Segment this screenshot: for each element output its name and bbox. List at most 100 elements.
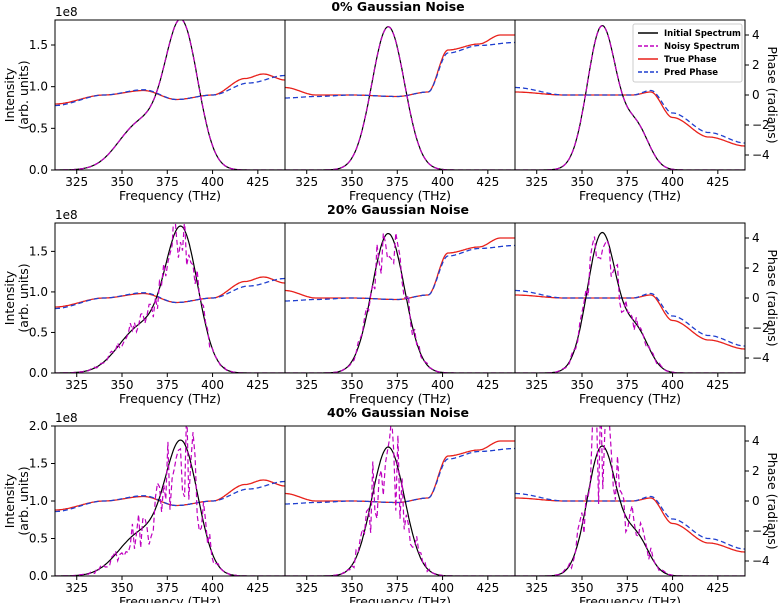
x-tick-label: 350 (571, 378, 594, 392)
phase-tick-label: −4 (752, 148, 770, 162)
legend-entry: Initial Spectrum (664, 29, 741, 39)
x-axis-label: Frequency (THz) (349, 391, 451, 406)
x-tick-label: 350 (571, 581, 594, 595)
phase-tick-label: −2 (752, 321, 770, 335)
x-tick-label: 350 (111, 378, 134, 392)
series-line-true-phase (285, 34, 515, 98)
legend-entry: Noisy Spectrum (664, 42, 740, 52)
x-tick-label: 325 (65, 581, 88, 595)
x-tick-label: 400 (431, 581, 454, 595)
y-tick-label: 1.0 (29, 494, 48, 508)
series-line-initial-spectrum (55, 20, 285, 170)
series-line-true-phase (55, 276, 285, 308)
row-title: 0% Gaussian Noise (331, 0, 464, 14)
legend: Initial Spectrum Noisy Spectrum True Phase… (632, 23, 743, 83)
phase-axis-label: Phase (radians) (765, 46, 778, 143)
series-line-noisy-spectrum (515, 426, 745, 576)
panel-plot-area (55, 20, 285, 170)
series-line-true-phase (515, 91, 745, 147)
x-tick-label: 400 (431, 175, 454, 189)
x-axis-label: Frequency (THz) (349, 188, 451, 203)
series-line-true-phase (515, 497, 745, 553)
phase-tick-label: 2 (752, 464, 760, 478)
series-line-true-phase (285, 440, 515, 504)
x-tick-label: 325 (295, 378, 318, 392)
phase-tick-label: 4 (752, 28, 760, 42)
series-line-pred-phase (55, 74, 285, 107)
panel-plot-area (285, 26, 515, 170)
series-line-initial-spectrum (515, 24, 745, 170)
x-tick-label: 325 (525, 581, 548, 595)
y-tick-label: 0.5 (29, 121, 48, 135)
x-tick-label: 325 (65, 378, 88, 392)
y-tick-label: 1.0 (29, 285, 48, 299)
x-tick-label: 375 (156, 175, 179, 189)
phase-tick-label: 0 (752, 494, 760, 508)
intensity-multiplier: 1e8 (55, 5, 78, 19)
phase-tick-label: −4 (752, 554, 770, 568)
x-axis-label: Frequency (THz) (579, 594, 681, 603)
series-line-noisy-spectrum (285, 232, 515, 373)
series-line-initial-spectrum (515, 445, 745, 576)
x-axis-label: Frequency (THz) (119, 391, 221, 406)
phase-tick-label: 2 (752, 58, 760, 72)
plot-content (55, 20, 745, 576)
x-tick-label: 350 (341, 175, 364, 189)
x-tick-label: 400 (201, 175, 224, 189)
phase-tick-label: −4 (752, 351, 770, 365)
series-line-pred-phase (515, 492, 745, 550)
y-tick-label: 0.5 (29, 325, 48, 339)
panel-plot-area (285, 426, 515, 576)
x-axis-label: Frequency (THz) (119, 594, 221, 603)
x-tick-label: 325 (525, 175, 548, 189)
phase-axis-label: Phase (radians) (765, 249, 778, 346)
panel-plot-area (55, 426, 285, 576)
x-tick-label: 325 (65, 175, 88, 189)
x-tick-label: 400 (201, 581, 224, 595)
series-line-true-phase (55, 73, 285, 105)
x-tick-label: 325 (295, 581, 318, 595)
series-line-pred-phase (285, 41, 515, 99)
x-tick-label: 400 (661, 581, 684, 595)
intensity-multiplier: 1e8 (55, 411, 78, 425)
y-axis-label: Intensity(arb. units) (2, 466, 31, 535)
series-line-pred-phase (515, 289, 745, 347)
phase-tick-label: 4 (752, 434, 760, 448)
phase-tick-label: −2 (752, 118, 770, 132)
x-tick-label: 425 (706, 175, 729, 189)
phase-tick-label: 0 (752, 291, 760, 305)
y-tick-label: 1.5 (29, 244, 48, 258)
x-tick-label: 375 (156, 378, 179, 392)
legend-entry: Pred Phase (664, 68, 718, 78)
x-tick-label: 425 (476, 378, 499, 392)
x-tick-label: 425 (246, 581, 269, 595)
row-title: 20% Gaussian Noise (327, 202, 469, 217)
x-tick-label: 425 (246, 378, 269, 392)
row-title: 40% Gaussian Noise (327, 405, 469, 420)
x-tick-label: 325 (295, 175, 318, 189)
phase-axis-label: Phase (radians) (765, 452, 778, 549)
series-line-noisy-spectrum (55, 426, 285, 576)
x-tick-label: 350 (111, 175, 134, 189)
y-tick-label: 1.5 (29, 38, 48, 52)
plot-axes (51, 19, 749, 580)
x-tick-label: 375 (616, 378, 639, 392)
series-line-initial-spectrum (285, 26, 515, 170)
panel-frame (54, 222, 286, 374)
x-tick-label: 375 (616, 581, 639, 595)
panel-plot-area (285, 232, 515, 373)
y-tick-label: 0.0 (29, 163, 48, 177)
panel-plot-area (55, 223, 285, 373)
x-tick-label: 400 (661, 378, 684, 392)
series-line-pred-phase (55, 277, 285, 310)
series-line-noisy-spectrum (515, 236, 745, 373)
y-tick-label: 0.0 (29, 569, 48, 583)
y-tick-label: 1.5 (29, 457, 48, 471)
x-tick-label: 425 (476, 175, 499, 189)
x-tick-label: 375 (386, 378, 409, 392)
intensity-multiplier: 1e8 (55, 208, 78, 222)
x-axis-label: Frequency (THz) (349, 594, 451, 603)
y-tick-label: 0.0 (29, 366, 48, 380)
